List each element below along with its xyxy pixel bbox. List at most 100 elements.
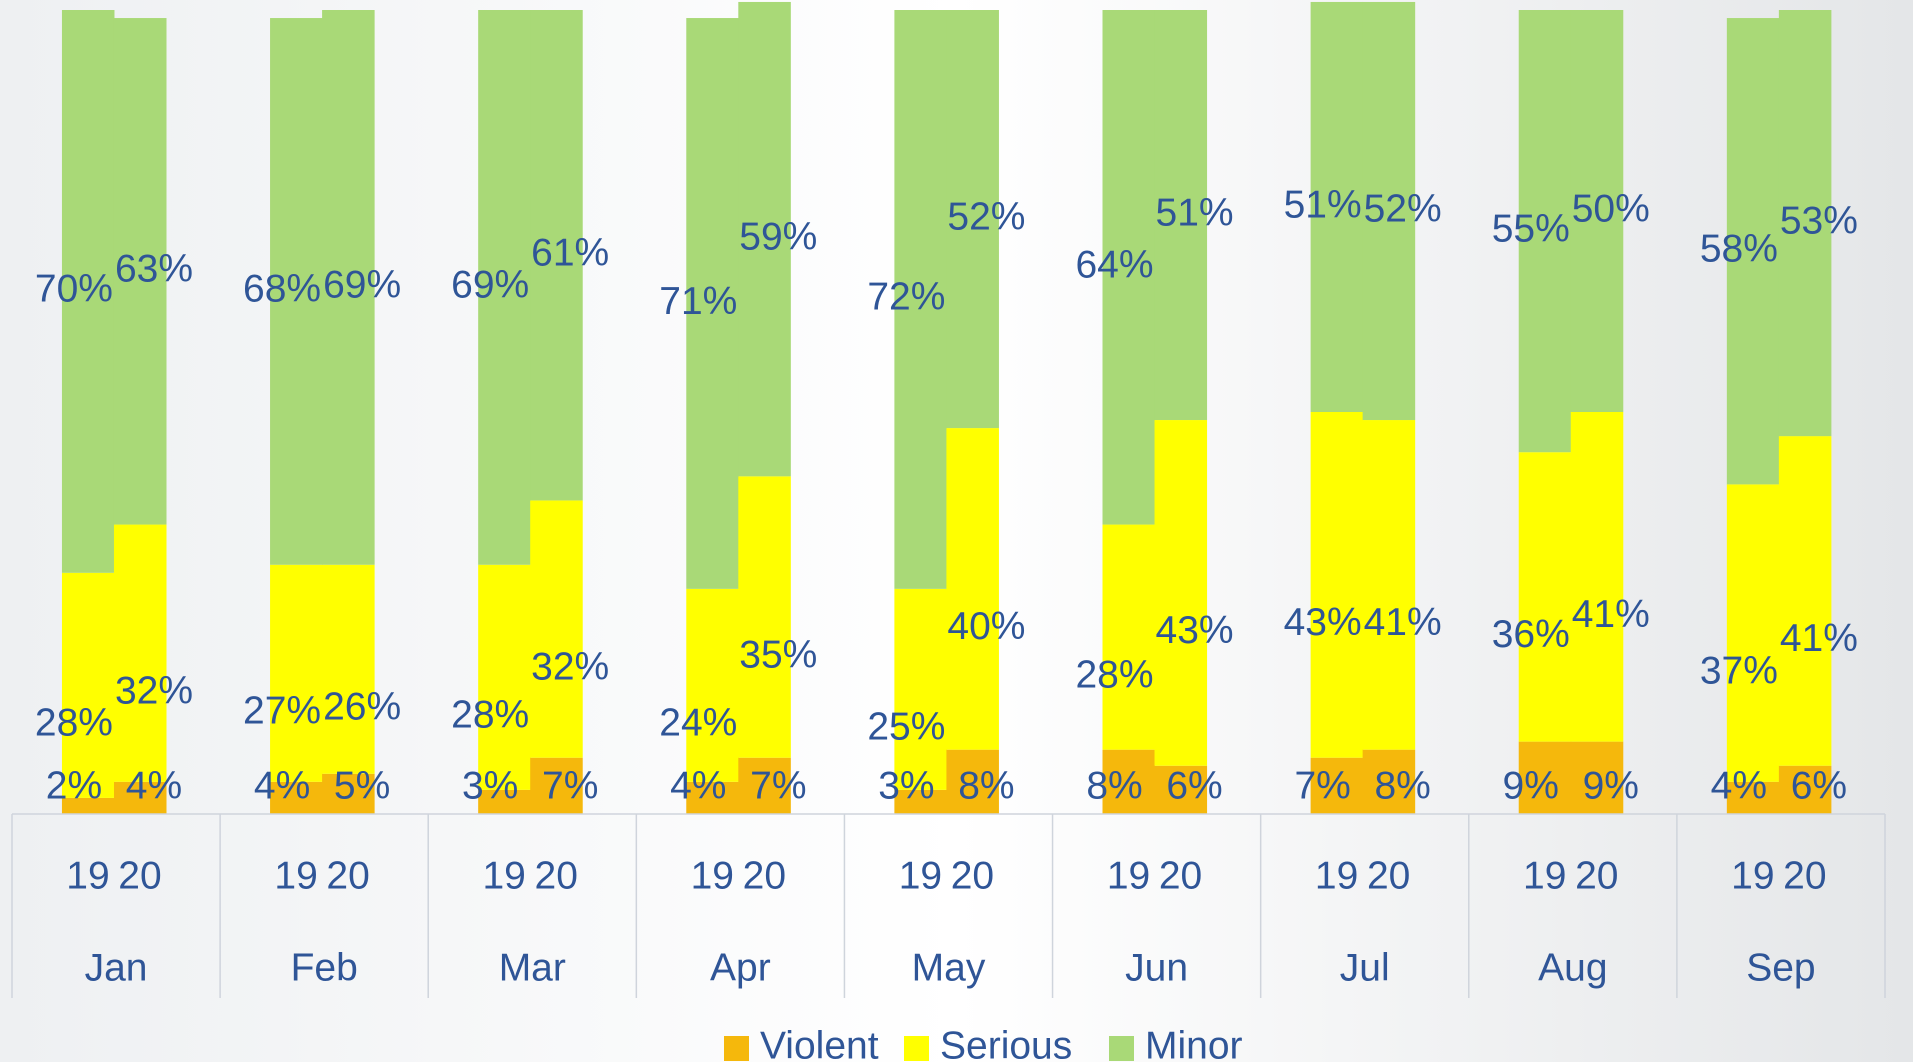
bar-segment — [478, 564, 531, 790]
bar-segment — [270, 781, 323, 814]
bar-segment — [1726, 781, 1780, 814]
data-label: 61% — [531, 232, 609, 275]
data-label: 52% — [947, 195, 1025, 238]
group-label: Aug — [1538, 946, 1607, 989]
bar-segment — [1362, 1, 1416, 421]
x-tick-label: 20 — [326, 854, 369, 897]
legend-label: Serious — [940, 1024, 1072, 1062]
data-label: 32% — [531, 645, 609, 688]
x-tick-label: 20 — [118, 854, 161, 897]
x-tick-label: 20 — [1575, 854, 1618, 897]
bar-segment — [1726, 18, 1780, 485]
data-label: 3% — [462, 764, 518, 807]
x-tick-label: 19 — [1731, 854, 1774, 897]
group-label: May — [912, 946, 986, 989]
bar-segment — [1102, 524, 1156, 750]
data-label: 52% — [1364, 187, 1442, 230]
group-label: Mar — [499, 946, 566, 989]
bar-segment — [738, 757, 791, 814]
x-tick-label: 20 — [1159, 854, 1202, 897]
data-label: 69% — [323, 264, 401, 307]
bar-segment — [946, 10, 999, 429]
data-label: 24% — [659, 702, 737, 745]
bar-segment — [1570, 412, 1624, 742]
data-label: 35% — [739, 633, 817, 676]
data-label: 28% — [1075, 653, 1153, 696]
data-label: 72% — [867, 276, 945, 319]
bar-segment — [322, 773, 375, 814]
bar-segment — [478, 789, 531, 814]
bar-segment — [894, 789, 947, 814]
bar-segment — [530, 10, 583, 501]
data-label: 28% — [35, 702, 113, 745]
bar-segment — [113, 781, 167, 814]
bar-segment — [1154, 420, 1208, 766]
legend-swatch — [1109, 1036, 1134, 1061]
bar-segment — [61, 572, 115, 798]
bar-segment — [894, 10, 947, 589]
x-tick-label: 20 — [1367, 854, 1410, 897]
bar-segment — [1362, 749, 1416, 814]
bar-segment — [686, 18, 739, 589]
data-label: 37% — [1700, 649, 1778, 692]
group-label: Feb — [291, 946, 358, 989]
data-label: 8% — [958, 764, 1014, 807]
data-label: 4% — [126, 764, 182, 807]
data-label: 7% — [1294, 764, 1350, 807]
data-label: 7% — [750, 764, 806, 807]
data-label: 68% — [243, 268, 321, 311]
x-tick-label: 19 — [482, 854, 525, 897]
x-tick-label: 19 — [1523, 854, 1566, 897]
data-label: 51% — [1284, 183, 1362, 226]
data-label: 64% — [1075, 244, 1153, 287]
x-tick-label: 20 — [951, 854, 994, 897]
bar-segment — [1518, 452, 1572, 742]
data-label: 4% — [670, 764, 726, 807]
data-label: 6% — [1791, 764, 1847, 807]
bar-segment — [478, 10, 531, 565]
data-label: 55% — [1492, 207, 1570, 250]
group-label: Sep — [1746, 946, 1815, 989]
legend-label: Minor — [1145, 1024, 1243, 1062]
data-label: 27% — [243, 690, 321, 733]
data-label: 58% — [1700, 227, 1778, 270]
data-label: 43% — [1284, 601, 1362, 644]
bar-segment — [1518, 741, 1572, 814]
data-label: 6% — [1166, 764, 1222, 807]
bar-segment — [738, 476, 791, 758]
bar-segment — [1154, 10, 1208, 421]
data-label: 4% — [254, 764, 310, 807]
data-label: 40% — [947, 605, 1025, 648]
data-label: 59% — [739, 215, 817, 258]
bar-segment — [686, 588, 739, 782]
bar-segment — [946, 749, 999, 814]
group-label: Apr — [710, 946, 771, 989]
data-label: 25% — [867, 706, 945, 749]
data-label: 9% — [1503, 764, 1559, 807]
data-label: 50% — [1572, 187, 1650, 230]
x-tick-label: 19 — [1107, 854, 1150, 897]
bar-segment — [1518, 10, 1572, 453]
x-tick-label: 20 — [535, 854, 578, 897]
data-label: 43% — [1156, 609, 1234, 652]
group-label: Jun — [1125, 946, 1188, 989]
bar-segment — [1102, 10, 1156, 525]
data-label: 4% — [1711, 764, 1767, 807]
bar-segment — [270, 564, 323, 782]
bar-segment — [270, 18, 323, 565]
legend-swatch — [724, 1036, 749, 1061]
x-tick-label: 19 — [899, 854, 942, 897]
x-tick-label: 19 — [1315, 854, 1358, 897]
data-label: 41% — [1364, 601, 1442, 644]
bar-segment — [530, 500, 583, 758]
bar-segment — [113, 524, 167, 782]
bar-segment — [322, 10, 375, 565]
bar-segment — [894, 588, 947, 790]
x-tick-label: 19 — [66, 854, 109, 897]
data-label: 63% — [115, 248, 193, 291]
bar-segment — [1570, 741, 1624, 814]
data-label: 69% — [451, 264, 529, 307]
bar-segment — [946, 428, 999, 750]
data-label: 8% — [1086, 764, 1142, 807]
